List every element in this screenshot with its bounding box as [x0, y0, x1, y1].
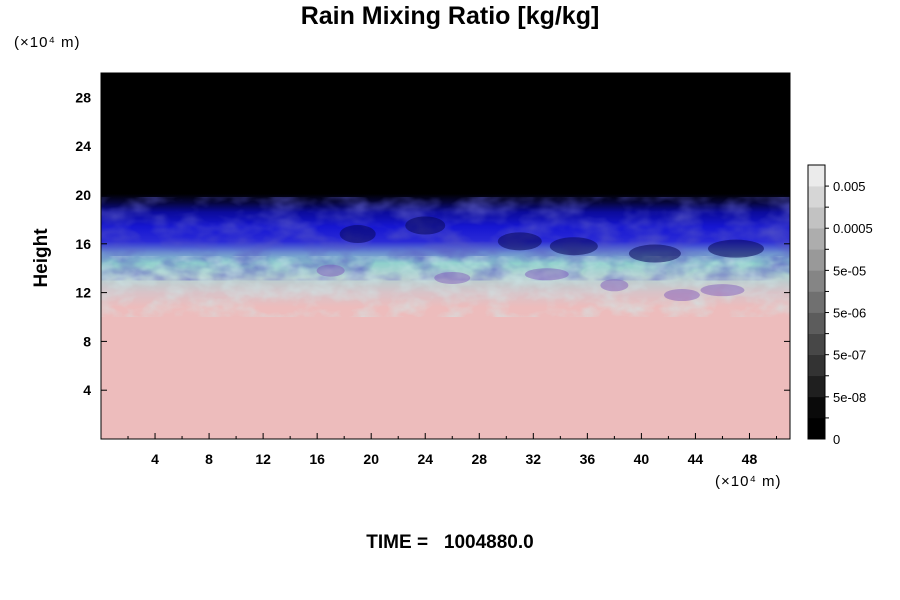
x-tick-label: 36	[580, 451, 596, 467]
y-tick-label: 12	[75, 285, 91, 301]
field-wisp	[700, 284, 745, 297]
field-wisp	[663, 289, 700, 302]
field-eddy	[707, 239, 764, 258]
plot-frame	[100, 72, 791, 440]
x-tick-label: 20	[363, 451, 379, 467]
colorbar-swatch	[808, 186, 825, 208]
colorbar-label: 5e-06	[833, 306, 866, 321]
colorbar-swatch	[808, 396, 825, 419]
colorbar-label: 5e-08	[833, 390, 866, 405]
time-label: TIME =	[366, 532, 429, 553]
colorbar-label: 0.0005	[833, 221, 873, 236]
x-tick-label: 32	[526, 451, 542, 467]
colorbar-swatch	[808, 333, 825, 355]
y-axis-unit: (×10⁴ m)	[14, 34, 81, 51]
field-eddy	[339, 225, 376, 244]
colorbar: 0 5e-08 5e-07 5e-06 5e-05 0.0005 0.005	[807, 164, 873, 447]
y-tick-label: 16	[75, 236, 91, 252]
field-wisp	[524, 268, 569, 281]
field-image	[101, 73, 790, 439]
colorbar-swatch	[808, 375, 825, 398]
y-tick-label: 4	[83, 382, 91, 398]
x-tick-label: 44	[688, 451, 704, 467]
colorbar-label: 0	[833, 432, 840, 447]
x-tick-label: 40	[634, 451, 650, 467]
colorbar-frame	[807, 164, 826, 440]
y-tick-label: 28	[75, 89, 91, 105]
time-readout: TIME = 1004880.0	[0, 532, 900, 554]
colorbar-swatch	[808, 165, 825, 187]
x-tick-label: 28	[471, 451, 487, 467]
colorbar-swatch	[808, 249, 825, 271]
colorbar-label: 5e-05	[833, 263, 866, 278]
colorbar-swatch	[808, 228, 825, 250]
chart-title: Rain Mixing Ratio [kg/kg]	[300, 2, 600, 30]
field-wisp	[434, 271, 471, 284]
x-tick-label: 4	[151, 451, 159, 467]
x-tick-label: 48	[742, 451, 758, 467]
field-eddy	[497, 232, 542, 251]
colorbar-swatch	[808, 270, 825, 292]
colorbar-swatch	[808, 207, 825, 229]
x-tick-label: 16	[309, 451, 325, 467]
x-axis-unit: (×10⁴ m)	[715, 473, 782, 490]
field-eddy	[405, 216, 446, 235]
colorbar-swatch	[808, 291, 825, 313]
x-tick-label: 12	[255, 451, 271, 467]
field-wisp	[316, 264, 345, 277]
x-tick-label: 24	[417, 451, 433, 467]
field-lower-layer	[101, 319, 790, 439]
x-tick-label: 8	[205, 451, 213, 467]
colorbar-swatch	[808, 417, 825, 440]
y-tick-label: 20	[75, 187, 91, 203]
colorbar-swatch	[808, 354, 825, 377]
colorbar-swatch	[808, 312, 825, 334]
colorbar-label: 5e-07	[833, 348, 866, 363]
y-tick-label: 24	[75, 138, 91, 154]
colorbar-label: 0.005	[833, 179, 866, 194]
plot-area	[101, 73, 790, 439]
field-eddy	[628, 244, 681, 263]
time-value: 1004880.0	[443, 532, 534, 553]
y-tick-label: 8	[83, 333, 91, 349]
field-eddy	[549, 237, 598, 256]
field-wisp	[600, 279, 629, 292]
field-turbulence-lower	[101, 256, 790, 317]
